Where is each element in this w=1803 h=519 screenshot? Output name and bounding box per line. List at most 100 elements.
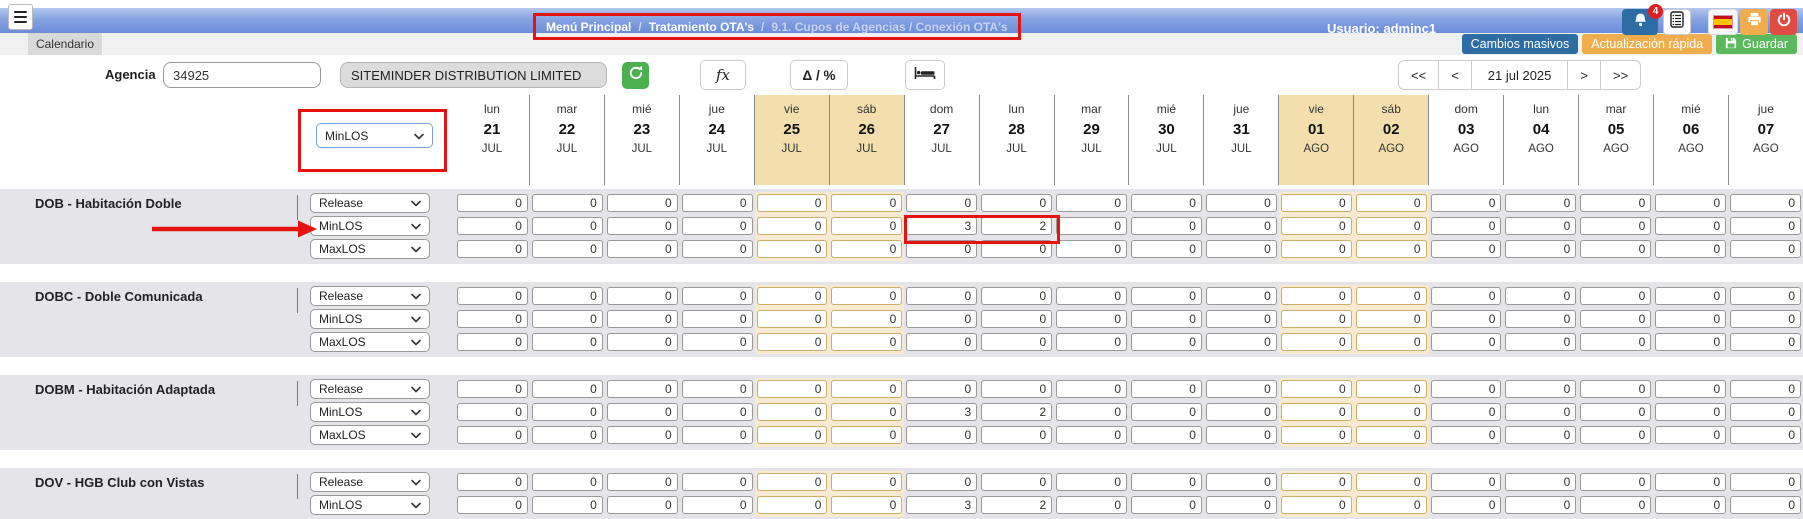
quota-cell[interactable]: 0 <box>531 217 603 235</box>
print-button[interactable] <box>1740 9 1768 35</box>
quota-cell[interactable]: 0 <box>1355 496 1427 514</box>
quota-cell[interactable]: 0 <box>1730 287 1802 305</box>
quota-cell[interactable]: 0 <box>1430 240 1502 258</box>
quota-cell[interactable]: 0 <box>1505 426 1577 444</box>
quota-cell[interactable]: 0 <box>1580 403 1652 421</box>
quota-cell[interactable]: 0 <box>1655 287 1727 305</box>
quota-cell[interactable]: 0 <box>1580 333 1652 351</box>
quota-cell[interactable]: 0 <box>1730 217 1802 235</box>
row-attribute-select[interactable]: MinLOS <box>310 216 430 236</box>
quota-cell[interactable]: 0 <box>1430 310 1502 328</box>
log-button[interactable] <box>1663 9 1691 35</box>
quota-cell[interactable]: 0 <box>906 333 978 351</box>
quota-cell[interactable]: 0 <box>1430 380 1502 398</box>
quota-cell[interactable]: 0 <box>1580 240 1652 258</box>
quota-cell[interactable]: 0 <box>831 473 903 491</box>
quota-cell[interactable]: 0 <box>831 194 903 212</box>
quota-cell[interactable]: 0 <box>681 426 753 444</box>
row-attribute-select[interactable]: MinLOS <box>310 402 430 422</box>
quota-cell[interactable]: 0 <box>1730 194 1802 212</box>
quota-cell[interactable]: 0 <box>906 380 978 398</box>
quota-cell[interactable]: 0 <box>1505 287 1577 305</box>
quota-cell[interactable]: 0 <box>1505 380 1577 398</box>
quota-cell[interactable]: 0 <box>606 194 678 212</box>
quota-cell[interactable]: 0 <box>457 194 528 212</box>
quota-cell[interactable]: 0 <box>831 403 903 421</box>
quota-cell[interactable]: 0 <box>457 333 528 351</box>
row-attribute-select[interactable]: MaxLOS <box>310 332 430 352</box>
quota-cell[interactable]: 0 <box>1280 310 1352 328</box>
quota-cell[interactable]: 0 <box>681 403 753 421</box>
quota-cell[interactable]: 0 <box>681 496 753 514</box>
quota-cell[interactable]: 0 <box>1205 194 1277 212</box>
row-attribute-select[interactable]: Release <box>310 286 430 306</box>
row-attribute-select[interactable]: Release <box>310 193 430 213</box>
quota-cell[interactable]: 0 <box>606 217 678 235</box>
quota-cell[interactable]: 0 <box>606 496 678 514</box>
quota-cell[interactable]: 0 <box>1505 403 1577 421</box>
quota-cell[interactable]: 0 <box>457 426 528 444</box>
quota-cell[interactable]: 0 <box>1730 380 1802 398</box>
quota-cell[interactable]: 0 <box>831 333 903 351</box>
quota-cell[interactable]: 0 <box>1355 473 1427 491</box>
quota-cell[interactable]: 0 <box>1131 333 1202 351</box>
quota-cell[interactable]: 0 <box>981 194 1053 212</box>
quota-cell[interactable]: 0 <box>681 240 753 258</box>
breadcrumb-menu-principal[interactable]: Menú Principal <box>546 19 632 34</box>
quota-cell[interactable]: 0 <box>1355 194 1427 212</box>
quota-cell[interactable]: 0 <box>1056 310 1128 328</box>
quota-cell[interactable]: 0 <box>681 217 753 235</box>
quota-cell[interactable]: 0 <box>1205 380 1277 398</box>
quota-cell[interactable]: 0 <box>1505 333 1577 351</box>
hamburger-menu-icon[interactable] <box>8 4 33 30</box>
quota-cell[interactable]: 0 <box>1655 333 1727 351</box>
quota-cell[interactable]: 0 <box>531 473 603 491</box>
quota-cell[interactable]: 0 <box>1730 403 1802 421</box>
quota-cell[interactable]: 0 <box>1280 426 1352 444</box>
agencia-code-input[interactable] <box>163 62 321 88</box>
quota-cell[interactable]: 0 <box>1280 194 1352 212</box>
quota-cell[interactable]: 0 <box>1056 287 1128 305</box>
quota-cell[interactable]: 0 <box>1505 496 1577 514</box>
pager-last-button[interactable]: >> <box>1601 60 1642 90</box>
quota-cell[interactable]: 0 <box>1131 473 1202 491</box>
quota-cell[interactable]: 0 <box>756 287 828 305</box>
quota-cell[interactable]: 0 <box>1056 194 1128 212</box>
quota-cell[interactable]: 0 <box>756 473 828 491</box>
quota-cell[interactable]: 0 <box>1355 240 1427 258</box>
quota-cell[interactable]: 0 <box>457 496 528 514</box>
quota-cell[interactable]: 0 <box>1655 217 1727 235</box>
quota-cell[interactable]: 0 <box>906 240 978 258</box>
quota-cell[interactable]: 0 <box>457 403 528 421</box>
quota-cell[interactable]: 0 <box>1430 217 1502 235</box>
quota-cell[interactable]: 0 <box>1655 240 1727 258</box>
quota-cell[interactable]: 0 <box>1280 403 1352 421</box>
quota-cell[interactable]: 0 <box>1131 403 1202 421</box>
quota-cell[interactable]: 0 <box>1730 333 1802 351</box>
quota-cell[interactable]: 0 <box>1655 426 1727 444</box>
quota-cell[interactable]: 0 <box>906 287 978 305</box>
quota-cell[interactable]: 0 <box>1430 333 1502 351</box>
quota-cell[interactable]: 0 <box>1430 426 1502 444</box>
quota-cell[interactable]: 0 <box>756 310 828 328</box>
quota-cell[interactable]: 0 <box>1205 217 1277 235</box>
quota-cell[interactable]: 0 <box>981 287 1053 305</box>
quota-cell[interactable]: 0 <box>1056 240 1128 258</box>
quota-cell[interactable]: 0 <box>606 333 678 351</box>
quota-cell[interactable]: 0 <box>681 194 753 212</box>
quota-cell[interactable]: 0 <box>457 310 528 328</box>
quota-cell[interactable]: 0 <box>1730 473 1802 491</box>
quota-cell[interactable]: 0 <box>1355 403 1427 421</box>
row-attribute-select[interactable]: MaxLOS <box>310 239 430 259</box>
quota-cell[interactable]: 2 <box>981 403 1053 421</box>
quota-cell[interactable]: 0 <box>1580 287 1652 305</box>
quota-cell[interactable]: 0 <box>1056 333 1128 351</box>
quota-cell[interactable]: 0 <box>1056 496 1128 514</box>
quota-cell[interactable]: 2 <box>981 496 1053 514</box>
quota-cell[interactable]: 0 <box>1730 426 1802 444</box>
quota-cell[interactable]: 0 <box>1730 310 1802 328</box>
quota-cell[interactable]: 0 <box>906 473 978 491</box>
pager-current-date[interactable]: 21 jul 2025 <box>1471 60 1569 90</box>
quota-cell[interactable]: 0 <box>1655 310 1727 328</box>
quota-cell[interactable]: 0 <box>981 426 1053 444</box>
